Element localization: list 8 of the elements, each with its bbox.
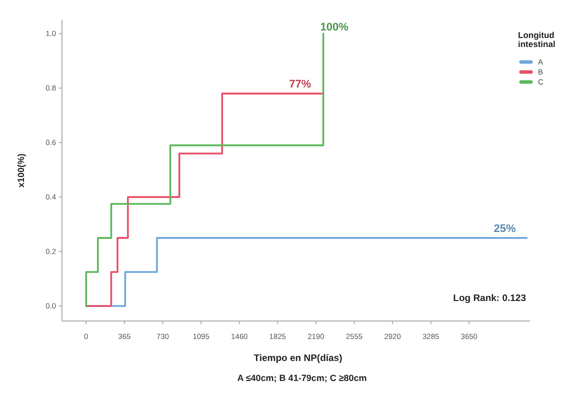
annotation: 77% (289, 78, 312, 91)
annotation: 100% (320, 22, 349, 34)
text: A ≤40cm; B 41-79cm; C ≥80cm (237, 373, 367, 383)
legend-title: Longitud intestinal (518, 30, 556, 49)
y-axis-title: x100(%) (16, 153, 26, 188)
annotation: 25% (494, 222, 516, 235)
annotation: Log Rank: 0.123 (453, 293, 526, 304)
x-axis-title: Tiempo en NP(días) (254, 353, 342, 364)
